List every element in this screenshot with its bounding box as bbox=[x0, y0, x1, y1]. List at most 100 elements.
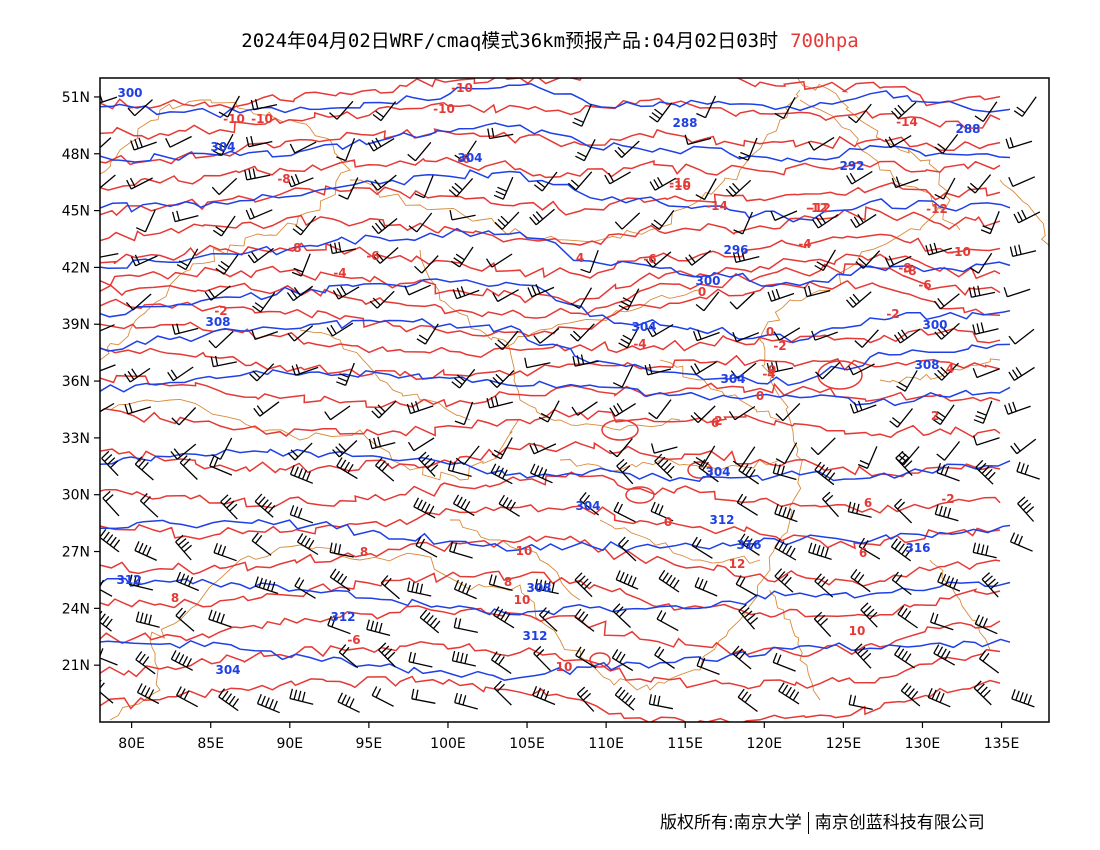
wind-barb bbox=[968, 175, 991, 193]
wind-barb bbox=[339, 645, 357, 668]
temperature-label: -10 bbox=[949, 245, 971, 259]
wind-barb bbox=[93, 248, 118, 259]
wind-barb bbox=[333, 441, 357, 457]
wind-barb bbox=[214, 543, 237, 561]
wind-barb bbox=[776, 403, 800, 420]
temperature-label: -8 bbox=[288, 241, 301, 255]
geopotential-contour bbox=[100, 170, 1010, 222]
temperature-label: -10 bbox=[433, 102, 455, 116]
footer-divider bbox=[808, 812, 809, 834]
wind-barb bbox=[1006, 138, 1032, 149]
wind-barb bbox=[739, 605, 758, 630]
wind-barb bbox=[1010, 245, 1036, 257]
temperature-label: -4 bbox=[798, 237, 811, 251]
wind-barb bbox=[376, 458, 394, 481]
wind-barb bbox=[127, 178, 153, 189]
temperature-label: -10 bbox=[223, 112, 245, 126]
wind-barb bbox=[381, 576, 399, 599]
wind-barb bbox=[613, 366, 633, 388]
temperature-label: 12 bbox=[729, 557, 746, 571]
lon-label: 100E bbox=[430, 736, 466, 752]
wind-barb bbox=[615, 687, 635, 710]
wind-barb bbox=[216, 255, 238, 275]
wind-barb bbox=[934, 294, 959, 309]
wind-barb bbox=[575, 609, 594, 631]
geopotential-label: 296 bbox=[723, 243, 748, 257]
temperature-label: 10 bbox=[514, 593, 531, 607]
temperature-label: 10 bbox=[516, 544, 533, 558]
wind-barb bbox=[173, 211, 199, 222]
geopotential-label: 304 bbox=[575, 499, 600, 513]
wind-barb bbox=[177, 572, 199, 591]
temperature-label: -2 bbox=[886, 307, 899, 321]
wind-barb bbox=[1012, 689, 1035, 707]
geopotential-contour bbox=[100, 520, 1010, 551]
wind-barb bbox=[298, 534, 319, 555]
lat-label: 36N bbox=[62, 374, 90, 390]
wind-barb bbox=[125, 368, 150, 382]
wind-barb bbox=[616, 571, 638, 590]
wind-barb bbox=[775, 504, 798, 521]
wind-barb bbox=[135, 541, 157, 560]
wind-barb bbox=[409, 438, 435, 451]
wind-barb bbox=[136, 652, 155, 674]
geopotential-label: 312 bbox=[709, 513, 734, 527]
geopotential-label: 304 bbox=[215, 663, 240, 677]
wind-barb bbox=[935, 178, 955, 199]
geopotential-label: 312 bbox=[116, 573, 141, 587]
wind-barb bbox=[292, 254, 310, 276]
wind-barb bbox=[338, 693, 360, 713]
wind-barb bbox=[177, 687, 198, 707]
wind-barb bbox=[898, 606, 918, 628]
wind-barb bbox=[499, 495, 519, 516]
lon-label: 115E bbox=[667, 736, 703, 752]
lon-label: 90E bbox=[276, 736, 303, 752]
wind-barb bbox=[575, 573, 592, 597]
temperature-label: -12 bbox=[809, 201, 831, 215]
wind-barb bbox=[290, 689, 313, 705]
temperature-label: -6 bbox=[643, 252, 656, 266]
temperature-label: 4 bbox=[576, 251, 584, 265]
geopotential-label: 300 bbox=[922, 318, 947, 332]
wind-barb bbox=[420, 610, 440, 633]
wind-barb bbox=[779, 683, 799, 704]
wind-barb bbox=[166, 137, 192, 148]
tibet-border bbox=[110, 399, 520, 480]
wind-barb bbox=[575, 139, 595, 160]
wind-barb bbox=[373, 102, 396, 121]
wind-barb bbox=[811, 438, 835, 455]
wind-barb bbox=[86, 138, 111, 154]
wind-barb bbox=[974, 436, 1000, 446]
temperature-label: -6 bbox=[918, 278, 931, 292]
geopotential-label: 304 bbox=[705, 465, 730, 479]
wind-barb bbox=[131, 138, 157, 150]
wind-barb bbox=[815, 462, 835, 485]
wind-barb bbox=[570, 324, 594, 341]
geopotential-label: 304 bbox=[457, 151, 482, 165]
wind-barb bbox=[168, 367, 194, 381]
wind-barb bbox=[849, 695, 873, 710]
wind-barb bbox=[768, 289, 794, 301]
wind-barb bbox=[605, 172, 631, 184]
wind-barb bbox=[494, 607, 514, 628]
wind-barb bbox=[337, 458, 358, 479]
wind-barb bbox=[409, 652, 432, 667]
wind-barb bbox=[847, 292, 872, 308]
wind-barb bbox=[619, 537, 636, 561]
wind-barb bbox=[851, 569, 870, 591]
temperature-label: -2 bbox=[941, 492, 954, 506]
country-boundaries bbox=[99, 76, 1051, 720]
temperature-contour bbox=[100, 376, 1000, 408]
temperature-label: 4 bbox=[946, 362, 954, 376]
wind-barb bbox=[573, 104, 592, 126]
temperature-label: -2 bbox=[773, 339, 786, 353]
wind-barb bbox=[973, 543, 996, 558]
wind-barb bbox=[212, 438, 232, 459]
lon-label: 125E bbox=[826, 736, 862, 752]
wind-barb bbox=[649, 400, 671, 419]
temperature-label: -16 bbox=[669, 176, 691, 190]
china-border bbox=[110, 76, 950, 720]
temperature-contour bbox=[100, 409, 1000, 438]
geopotential-label: 292 bbox=[839, 159, 864, 173]
temperature-label: 10 bbox=[849, 624, 866, 638]
